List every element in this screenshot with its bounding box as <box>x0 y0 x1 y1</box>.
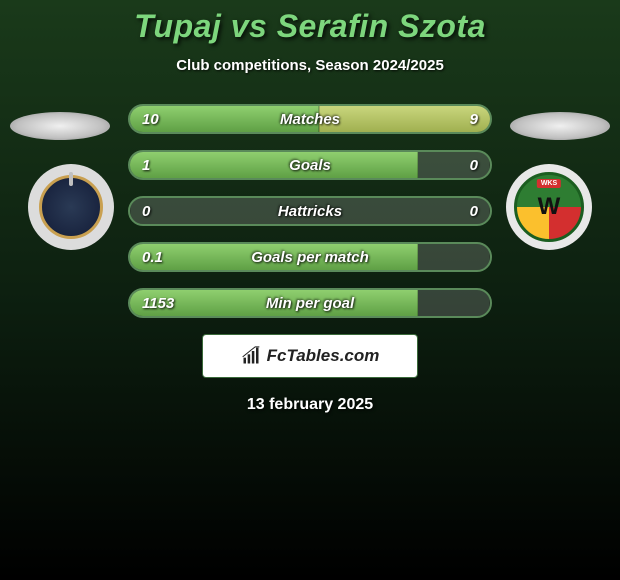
stat-label: Goals <box>130 152 490 178</box>
stat-row-goals-per-match: 0.1 Goals per match <box>128 242 492 272</box>
brand-text: FcTables.com <box>267 346 380 366</box>
stats-area: WKS 10 Matches 9 1 Goals 0 0 <box>0 104 620 414</box>
brand-box: FcTables.com <box>202 334 418 378</box>
platform-left <box>10 112 110 140</box>
stat-value-right: 0 <box>470 152 478 178</box>
infographic-container: Tupaj vs Serafin Szota Club competitions… <box>0 0 620 580</box>
stat-bars: 10 Matches 9 1 Goals 0 0 Hattricks 0 <box>128 104 492 318</box>
team-crest-left <box>28 164 114 250</box>
crest-right-shield-icon: WKS <box>514 172 584 242</box>
stat-row-min-per-goal: 1153 Min per goal <box>128 288 492 318</box>
team-crest-right: WKS <box>506 164 592 250</box>
stat-label: Min per goal <box>130 290 490 316</box>
crest-left-shield-icon <box>39 175 103 239</box>
platform-right <box>510 112 610 140</box>
stat-value-right: 0 <box>470 198 478 224</box>
stat-label: Hattricks <box>130 198 490 224</box>
stat-row-goals: 1 Goals 0 <box>128 150 492 180</box>
stat-row-matches: 10 Matches 9 <box>128 104 492 134</box>
date-text: 13 february 2025 <box>0 396 620 414</box>
stat-label: Goals per match <box>130 244 490 270</box>
crest-right-banner: WKS <box>537 179 561 188</box>
stat-value-right: 9 <box>470 106 478 132</box>
stat-row-hattricks: 0 Hattricks 0 <box>128 196 492 226</box>
stat-label: Matches <box>130 106 490 132</box>
page-subtitle: Club competitions, Season 2024/2025 <box>0 57 620 74</box>
page-title: Tupaj vs Serafin Szota <box>0 8 620 45</box>
bar-chart-icon <box>241 346 261 366</box>
